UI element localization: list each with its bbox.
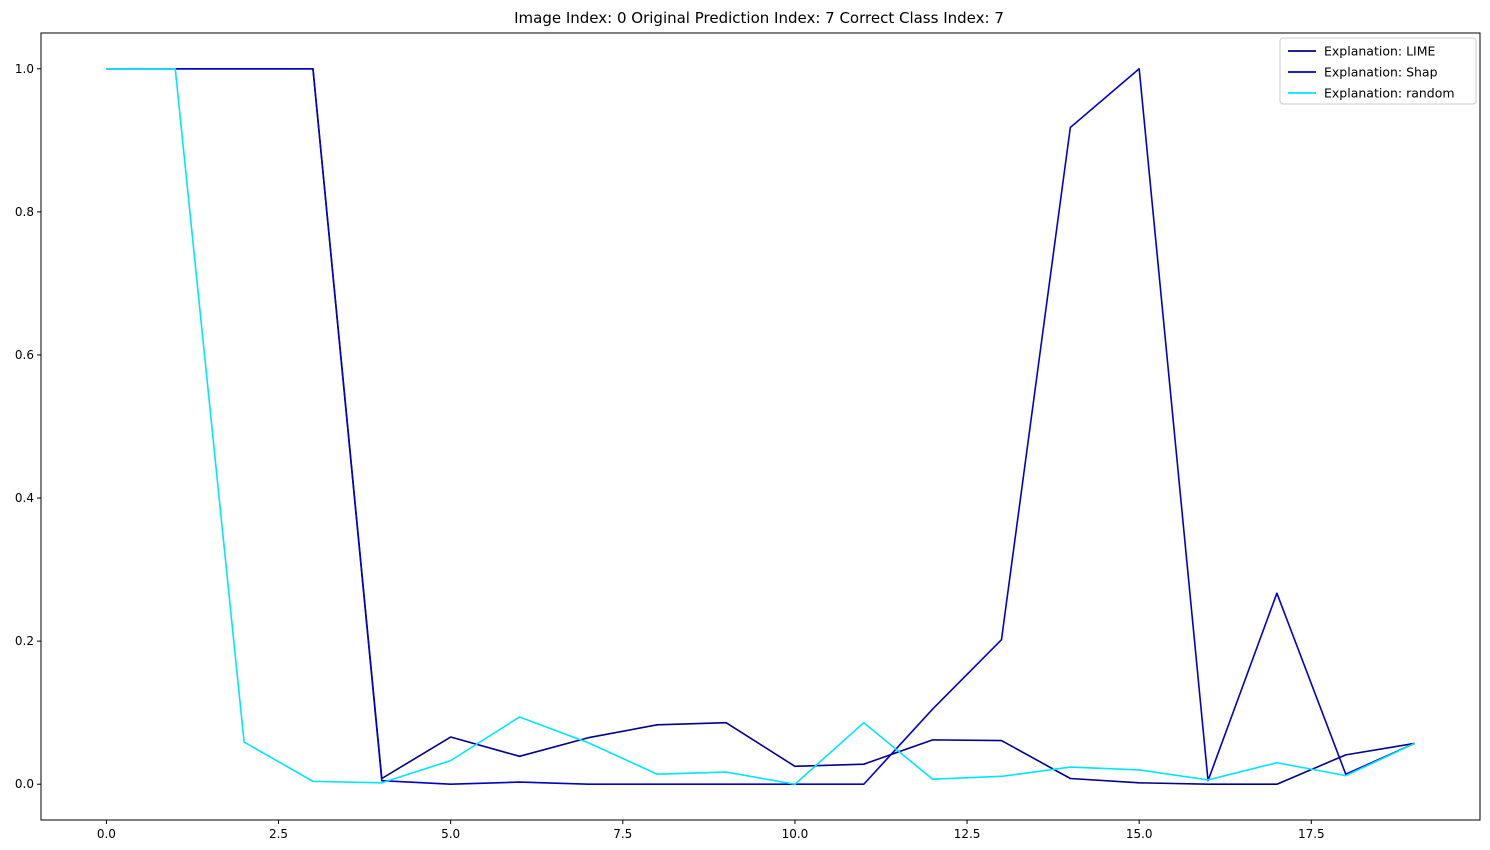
y-tick-label: 0.2 (15, 634, 34, 648)
series-line-explanation-lime (106, 67, 1415, 786)
y-tick-label: 0.6 (15, 348, 34, 362)
x-tick-label: 15.0 (1126, 827, 1153, 841)
y-tick-label: 1.0 (15, 62, 34, 76)
series-line-explanation-shap (106, 67, 1415, 786)
series-line-explanation-random (106, 67, 1415, 786)
legend-box (1279, 37, 1477, 105)
chart-title: Image Index: 0 Original Prediction Index… (514, 9, 1004, 27)
x-tick-label: 17.5 (1298, 827, 1325, 841)
y-tick-label: 0.4 (15, 491, 34, 505)
legend-entry: Explanation: Shap (1324, 65, 1438, 80)
x-tick-label: 12.5 (954, 827, 981, 841)
x-tick-label: 5.0 (441, 827, 460, 841)
y-axis: 0.0 0.2 0.4 0.6 0.8 1.0 (15, 62, 41, 791)
series-layer (106, 67, 1415, 786)
x-tick-label: 0.0 (97, 827, 116, 841)
x-axis: 0.0 2.5 5.0 7.5 10.0 12.5 15.0 17.5 (97, 820, 1325, 841)
legend-entry: Explanation: LIME (1324, 44, 1436, 59)
x-tick-label: 7.5 (613, 827, 632, 841)
plot-frame (40, 32, 1481, 821)
x-tick-label: 10.0 (782, 827, 809, 841)
legend: Explanation: LIME Explanation: Shap Explan… (1279, 37, 1477, 105)
x-tick-label: 2.5 (269, 827, 288, 841)
y-tick-label: 0.0 (15, 777, 34, 791)
y-tick-label: 0.8 (15, 205, 34, 219)
legend-entry: Explanation: random (1324, 86, 1455, 101)
